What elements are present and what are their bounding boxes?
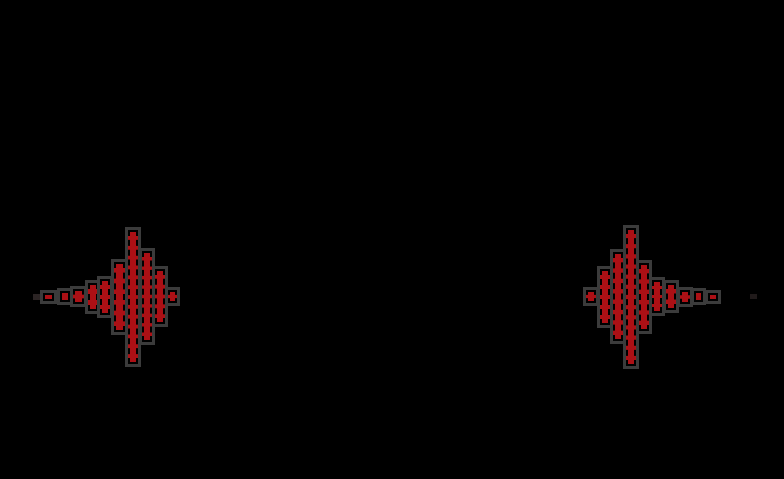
baseline-dash-right xyxy=(750,294,757,299)
waveform-bar xyxy=(114,261,125,332)
waveform-bar xyxy=(694,291,703,302)
waveform-bar xyxy=(142,251,152,342)
waveform-bar xyxy=(666,283,676,310)
waveform-bar xyxy=(43,292,54,301)
waveform-bar xyxy=(128,229,138,364)
waveform-bar xyxy=(680,289,690,304)
baseline-dash-left xyxy=(33,293,40,300)
waveform-bar xyxy=(613,252,623,341)
waveform-bar xyxy=(100,278,110,315)
waveform-bar xyxy=(708,292,718,301)
waveform-bar xyxy=(168,290,177,303)
waveform-bar xyxy=(586,290,596,303)
waveform-bar xyxy=(155,269,165,324)
waveform-bar xyxy=(600,268,610,325)
waveform-bar xyxy=(88,282,98,311)
waveform-bar xyxy=(73,289,84,304)
waveform-bar xyxy=(639,262,649,331)
waveform-bar xyxy=(60,291,70,302)
waveform-bar xyxy=(626,227,636,366)
waveform-bar xyxy=(652,280,662,313)
